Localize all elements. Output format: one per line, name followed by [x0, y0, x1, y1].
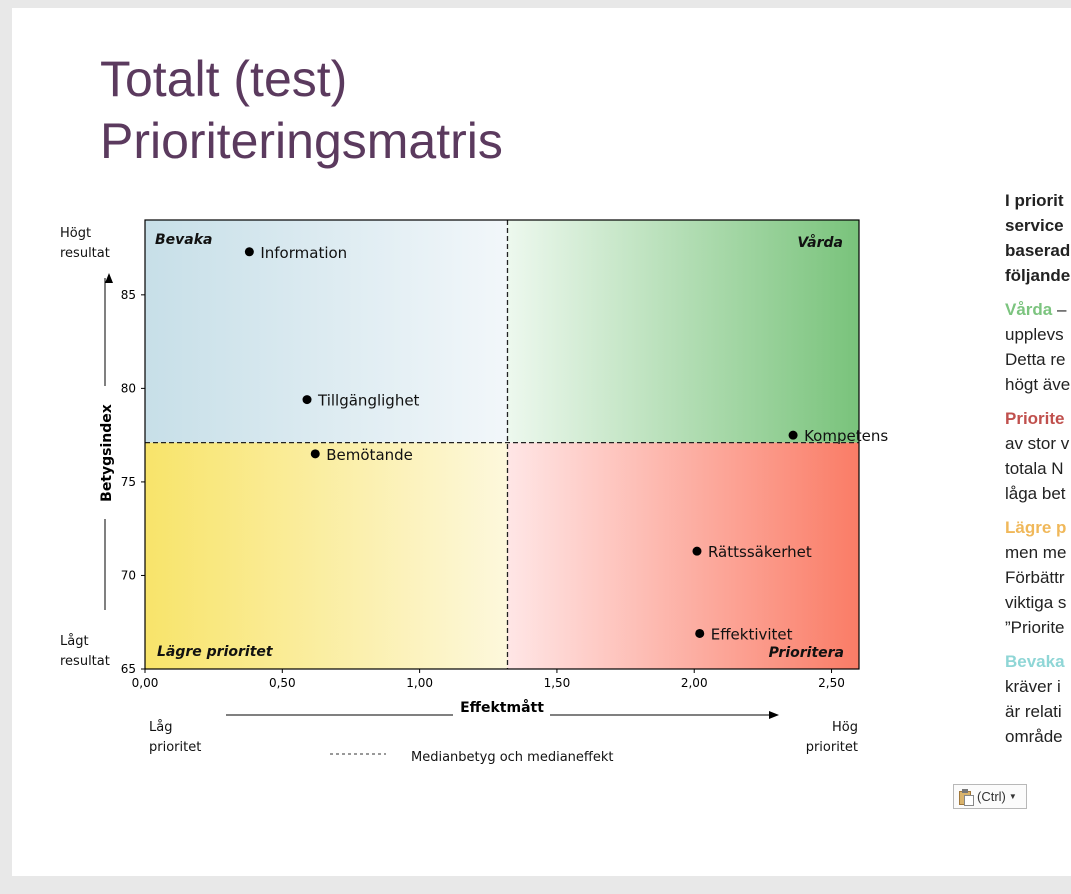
y-tick-label: 80 — [121, 381, 136, 395]
right-text-panel: I priorit service baserad följande Vårda… — [1005, 188, 1071, 758]
quadrant-prioritera — [507, 442, 859, 669]
intro-paragraph: I priorit service baserad följande — [1005, 191, 1071, 285]
legend-label: Medianbetyg och medianeffekt — [411, 750, 614, 765]
vårda-heading: Vårda — [1005, 300, 1053, 319]
data-point — [244, 247, 254, 257]
y-tick-label: 65 — [121, 662, 136, 676]
clipboard-icon — [958, 788, 974, 806]
title-line-2: Prioriteringsmatris — [100, 113, 503, 169]
x-high-label-2: prioritet — [806, 740, 858, 755]
y-high-label-2: resultat — [60, 246, 110, 261]
x-tick-label: 0,00 — [132, 676, 159, 690]
quadrant-label-vårda: Vårda — [797, 234, 843, 251]
x-axis-title: Effektmått — [460, 699, 544, 716]
bevaka-heading: Bevaka — [1005, 652, 1065, 671]
slide-title: Totalt (test) Prioriteringsmatris — [100, 48, 503, 172]
x-tick-label: 2,00 — [681, 676, 708, 690]
priority-matrix-chart: Bevaka Vårda Lägre prioritet Prioritera 0,00… — [60, 219, 888, 765]
lägre-heading: Lägre p — [1005, 518, 1067, 537]
quadrant-label-bevaka: Bevaka — [155, 232, 213, 248]
prioritera-heading: Priorite — [1005, 409, 1065, 428]
y-tick-label: 75 — [121, 475, 136, 489]
data-point-label: Rättssäkerhet — [708, 543, 812, 561]
data-point — [788, 430, 798, 440]
x-tick-label: 1,00 — [406, 676, 433, 690]
quadrant-bevaka — [145, 220, 508, 443]
x-low-label-2: prioritet — [149, 740, 201, 755]
quadrant-label-lägre: Lägre prioritet — [157, 644, 274, 660]
y-low-label-2: resultat — [60, 654, 110, 669]
title-line-1: Totalt (test) — [100, 51, 348, 107]
data-point-label: Kompetens — [804, 427, 888, 445]
quadrant-vårda — [507, 220, 859, 443]
quadrant-lägre-prioritet — [145, 442, 508, 669]
y-high-label-1: Högt — [60, 226, 91, 241]
data-point-label: Effektivitet — [711, 625, 793, 643]
x-tick-label: 1,50 — [544, 676, 571, 690]
data-point — [302, 395, 312, 405]
paste-options-button[interactable]: (Ctrl) ▼ — [953, 784, 1027, 809]
vårda-paragraph: Vårda – upplevs Detta re högt äve — [1005, 300, 1071, 394]
y-axis-title: Betygsindex — [99, 404, 115, 502]
slide: Totalt (test) Prioriteringsmatris Bevaka… — [12, 8, 1071, 876]
data-point-label: Bemötande — [326, 446, 413, 464]
x-tick-label: 2,50 — [818, 676, 845, 690]
data-point-label: Tillgänglighet — [317, 392, 420, 410]
quadrant-label-prioritera: Prioritera — [769, 645, 844, 661]
data-point — [692, 546, 702, 556]
y-tick-label: 85 — [121, 288, 136, 302]
x-low-label-1: Låg — [149, 720, 172, 735]
y-tick-label: 70 — [121, 568, 136, 582]
plot-frame — [144, 219, 860, 670]
paste-options-label: (Ctrl) — [977, 789, 1006, 804]
lägre-paragraph: Lägre p men me Förbättr viktiga s ”Prior… — [1005, 518, 1067, 637]
prioritera-paragraph: Priorite av stor v totala N låga bet — [1005, 409, 1070, 503]
data-point-label: Information — [260, 244, 347, 262]
x-tick-label: 0,50 — [269, 676, 296, 690]
data-point — [695, 628, 705, 638]
y-low-label-1: Lågt — [60, 634, 89, 649]
x-high-label-1: Hög — [832, 720, 858, 735]
dropdown-arrow-icon: ▼ — [1008, 792, 1017, 801]
data-point — [310, 449, 320, 459]
bevaka-paragraph: Bevaka kräver i är relati område — [1005, 652, 1065, 746]
